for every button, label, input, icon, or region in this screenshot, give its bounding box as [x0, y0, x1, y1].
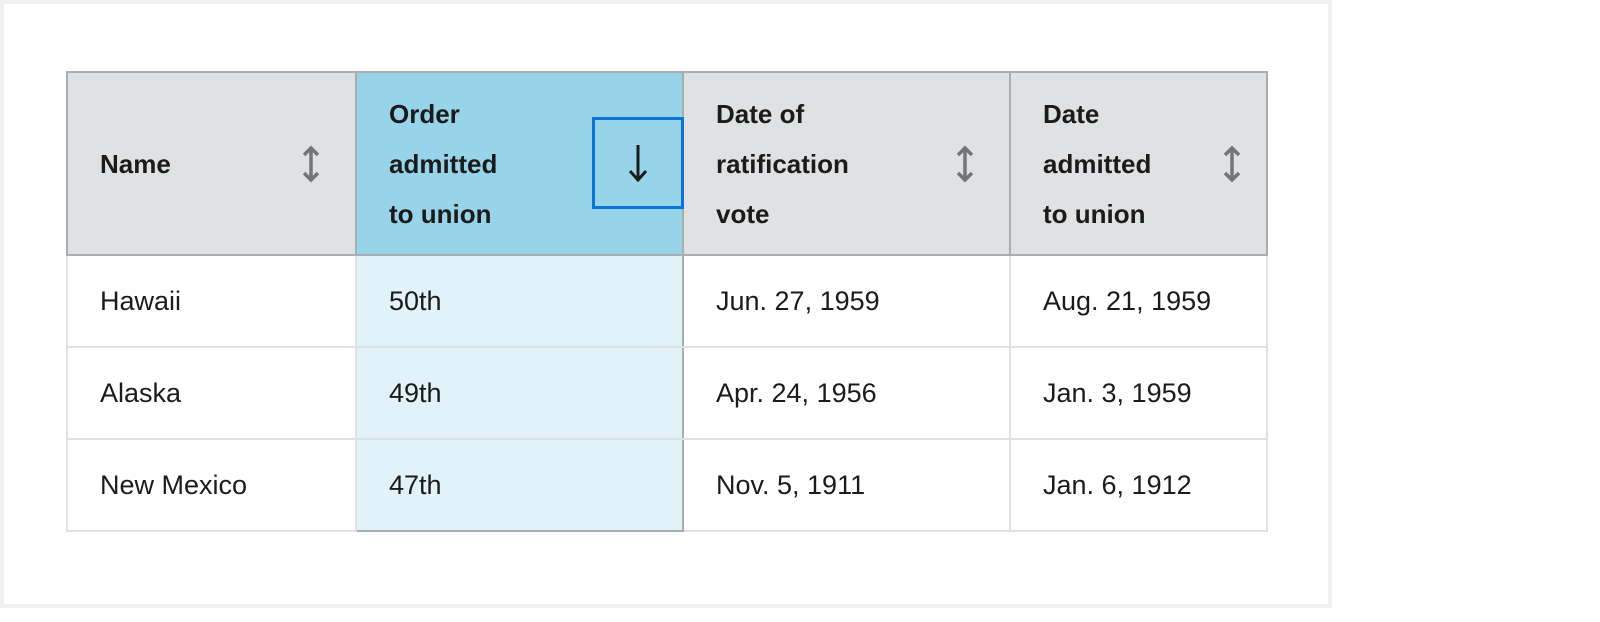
- cell-order: 50th: [355, 254, 684, 348]
- cell-date-admitted: Jan. 3, 1959: [1009, 346, 1268, 440]
- header-label-line: admitted: [1043, 148, 1152, 179]
- sort-unsorted-icon[interactable]: [953, 144, 977, 184]
- header-label-line: ratification: [716, 148, 849, 179]
- states-table: Name Order admitted to union: [66, 71, 1268, 532]
- header-label-line: vote: [716, 198, 770, 229]
- header-label-line: to union: [389, 198, 492, 229]
- table-row: New Mexico 47th Nov. 5, 1911 Jan. 6, 191…: [66, 438, 1268, 532]
- cell-name: Alaska: [66, 346, 357, 440]
- header-label-line: admitted: [389, 148, 498, 179]
- cell-name: Hawaii: [66, 254, 357, 348]
- cell-name: New Mexico: [66, 438, 357, 532]
- sort-unsorted-icon[interactable]: [1220, 144, 1244, 184]
- cell-ratification-date: Jun. 27, 1959: [682, 254, 1011, 348]
- column-header-ratification-date[interactable]: Date of ratification vote: [682, 71, 1011, 256]
- header-label-line: Date: [1043, 98, 1100, 129]
- sort-unsorted-icon[interactable]: [299, 144, 323, 184]
- column-header-order-admitted[interactable]: Order admitted to union: [355, 71, 684, 256]
- table-row: Hawaii 50th Jun. 27, 1959 Aug. 21, 1959: [66, 254, 1268, 348]
- header-label: Name: [100, 148, 171, 179]
- cell-ratification-date: Nov. 5, 1911: [682, 438, 1011, 532]
- table-row: Alaska 49th Apr. 24, 1956 Jan. 3, 1959: [66, 346, 1268, 440]
- sort-descending-icon: [628, 145, 648, 183]
- cell-order: 47th: [355, 438, 684, 532]
- column-header-name[interactable]: Name: [66, 71, 357, 256]
- sort-descending-button[interactable]: [592, 117, 684, 209]
- column-header-date-admitted[interactable]: Date admitted to union: [1009, 71, 1268, 256]
- cell-order: 49th: [355, 346, 684, 440]
- cell-date-admitted: Jan. 6, 1912: [1009, 438, 1268, 532]
- header-label-line: to union: [1043, 198, 1146, 229]
- cell-ratification-date: Apr. 24, 1956: [682, 346, 1011, 440]
- cell-date-admitted: Aug. 21, 1959: [1009, 254, 1268, 348]
- header-label-line: Order: [389, 98, 460, 129]
- header-label-line: Date of: [716, 98, 805, 129]
